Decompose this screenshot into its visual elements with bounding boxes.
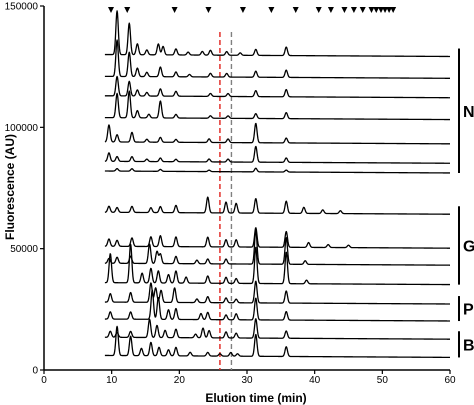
x-tick-label: 50 [377,375,389,386]
x-tick-label: 0 [41,375,47,386]
group-label-G: G [463,238,474,255]
peak-marker-triangle [386,7,393,13]
x-axis-title: Elution time (min) [205,391,306,405]
y-tick-label: 150000 [5,2,39,13]
peak-marker-triangle [390,7,397,13]
x-tick-label: 60 [444,375,456,386]
peak-marker-triangle [268,7,275,13]
peak-marker-triangle [368,7,375,13]
trace-11 [104,243,451,286]
reference-lines [219,32,233,370]
trace-1 [104,10,451,58]
tick-marks [40,5,451,374]
peak-marker-triangle [373,7,380,13]
y-axis-title-group: Fluorescence (AU) [3,134,17,240]
trace-14 [104,318,451,340]
trace-12 [104,280,451,305]
y-tick-label: 50000 [10,244,38,255]
group-label-B: B [463,337,474,354]
x-tick-label: 30 [241,375,253,386]
x-tick-label: 20 [174,375,186,386]
chromatogram-traces [104,10,451,359]
peak-marker-triangle [350,7,357,13]
trace-5 [104,122,451,145]
peak-marker-triangle [124,7,131,13]
trace-4 [104,90,451,121]
group-label-N: N [463,104,474,121]
y-tick-label: 0 [32,366,38,377]
trace-6 [104,145,451,164]
trace-15 [104,325,451,359]
peak-marker-triangle [359,7,366,13]
trace-8 [104,196,451,215]
peak-markers [107,7,397,13]
trace-9 [104,227,451,249]
peak-marker-triangle [292,7,299,13]
peak-marker-triangle [107,7,114,13]
peak-marker-triangle [239,7,246,13]
group-label-P: P [463,302,474,319]
peak-marker-triangle [377,7,384,13]
axes [43,6,450,371]
group-brackets: N G P B [458,48,474,358]
peak-marker-triangle [205,7,212,13]
trace-3 [104,75,451,99]
trace-13 [104,289,451,322]
peak-marker-triangle [327,7,334,13]
peak-marker-triangle [341,7,348,13]
x-tick-label: 10 [106,375,118,386]
x-tick-label: 40 [309,375,321,386]
trace-2 [104,39,451,79]
peak-marker-triangle [171,7,178,13]
peak-marker-triangle [315,7,322,13]
y-tick-label: 100000 [5,123,39,134]
trace-7 [104,167,451,174]
y-axis-title: Fluorescence (AU) [3,134,17,240]
peak-marker-triangle [382,7,389,13]
trace-10 [104,229,451,266]
tick-labels: 0 10 20 30 40 50 60 0 50000 100000 150000 [5,2,456,387]
